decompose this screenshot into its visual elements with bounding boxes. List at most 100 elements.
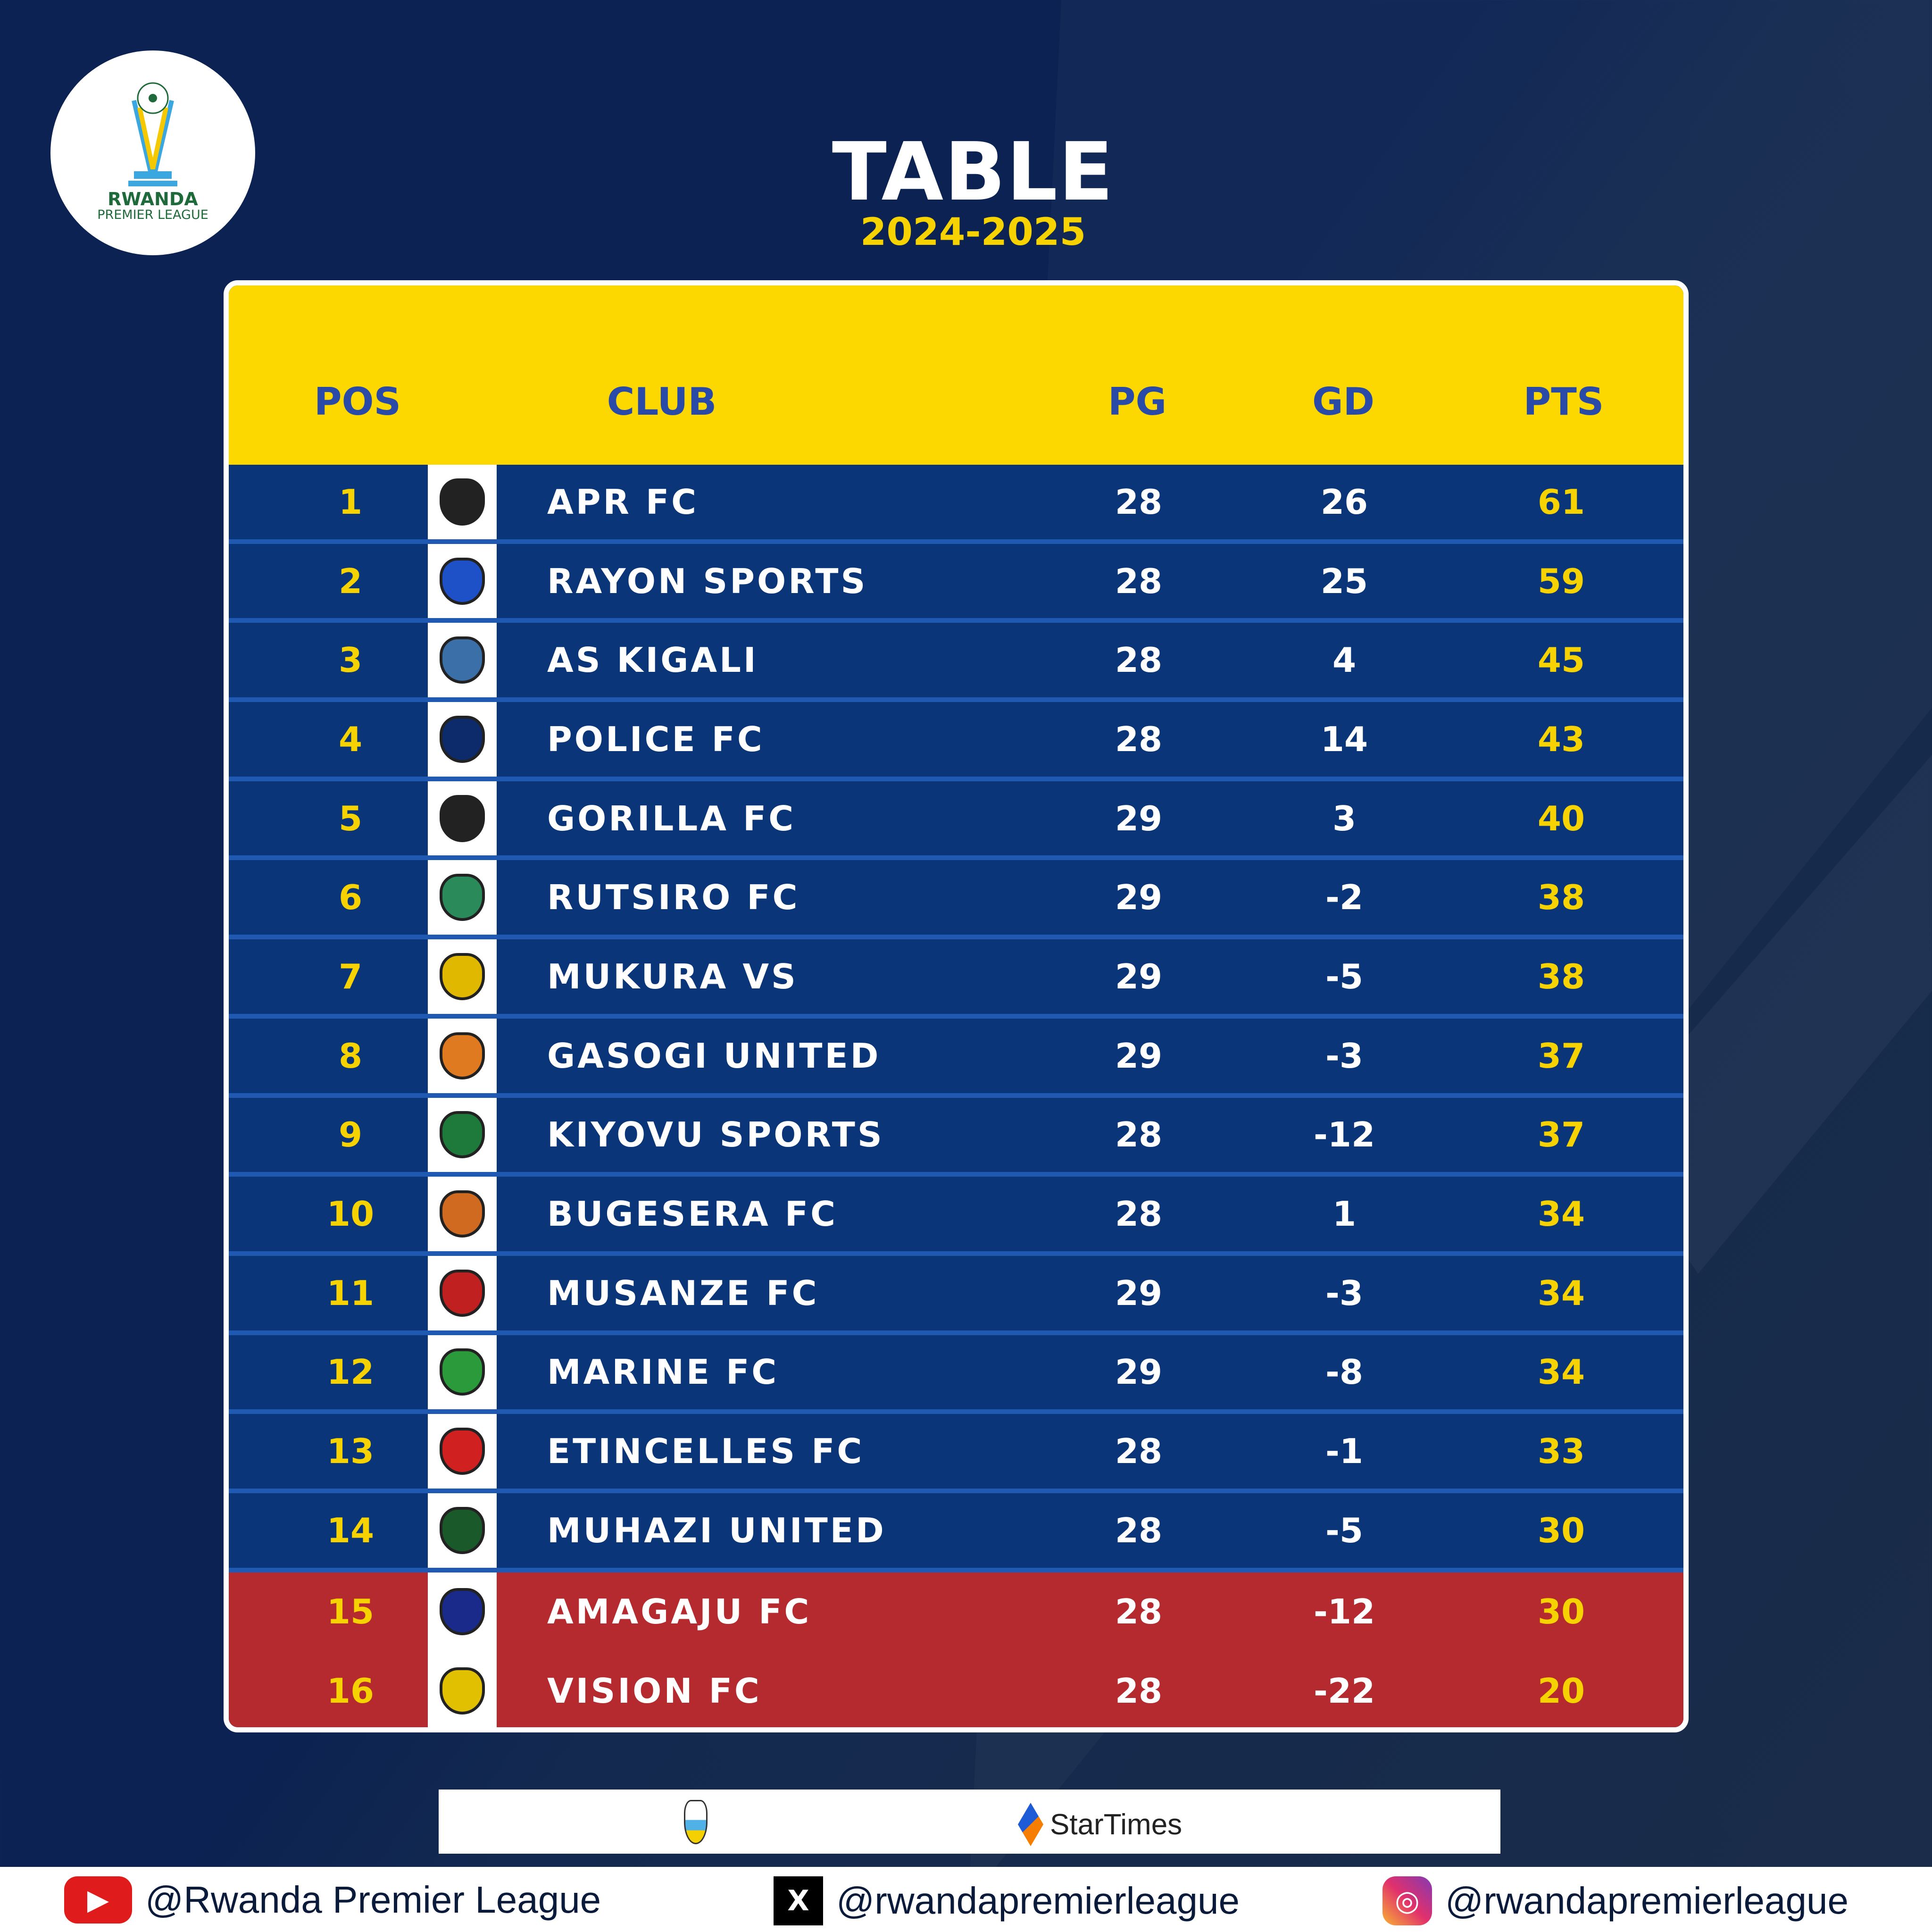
club-name: POLICE FC: [547, 719, 765, 759]
club-crest: [428, 1018, 497, 1093]
position: 5: [338, 798, 363, 838]
club-name: MUKURA VS: [547, 956, 798, 996]
position: 13: [326, 1431, 375, 1472]
points: 45: [1537, 640, 1585, 680]
league-table: POS CLUB PG GD PTS 1 APR FC 28 26 61 2 RA…: [224, 280, 1689, 1732]
youtube-link[interactable]: ▶ @Rwanda Premier League: [64, 1876, 601, 1924]
club-name: AMAGAJU FC: [547, 1592, 812, 1632]
club-crest-icon: [440, 1506, 485, 1554]
club-crest: [428, 860, 497, 935]
club-crest: [428, 1414, 497, 1489]
goal-difference: -5: [1325, 1510, 1363, 1550]
club-crest-icon: [440, 1111, 485, 1159]
goal-difference: -12: [1313, 1115, 1375, 1155]
club-crest-icon: [440, 557, 485, 605]
goal-difference: -3: [1325, 1273, 1363, 1313]
club-name: AS KIGALI: [547, 640, 758, 680]
club-crest: [428, 702, 497, 777]
position: 8: [338, 1036, 363, 1076]
instagram-handle: @rwandapremierleague: [1445, 1880, 1849, 1922]
points: 43: [1537, 719, 1585, 759]
table-row: 14 MUHAZI UNITED 28 -5 30: [229, 1493, 1683, 1572]
club-crest-icon: [440, 874, 485, 921]
played: 29: [1115, 878, 1163, 918]
goal-difference: 26: [1320, 482, 1368, 522]
table-body: 1 APR FC 28 26 61 2 RAYON SPORTS 28 25 59…: [229, 465, 1683, 1727]
table-row: 12 MARINE FC 29 -8 34: [229, 1335, 1683, 1414]
club-crest: [428, 1493, 497, 1568]
table-row: 15 AMAGAJU FC 28 -12 30: [229, 1572, 1683, 1652]
points: 33: [1537, 1431, 1585, 1472]
page-title: TABLE: [832, 125, 1115, 219]
points: 61: [1537, 482, 1585, 522]
played: 28: [1115, 719, 1163, 759]
club-crest: [428, 623, 497, 698]
col-pts: PTS: [1523, 380, 1604, 424]
position: 12: [326, 1352, 375, 1392]
x-handle: @rwandapremierleague: [836, 1880, 1240, 1922]
table-row: 5 GORILLA FC 29 3 40: [229, 781, 1683, 861]
goal-difference: -5: [1325, 956, 1363, 996]
club-crest: [428, 1097, 497, 1172]
position: 3: [338, 640, 363, 680]
club-name: APR FC: [547, 482, 699, 522]
goal-difference: 3: [1332, 798, 1357, 838]
points: 34: [1537, 1273, 1585, 1313]
played: 29: [1115, 1352, 1163, 1392]
instagram-icon: ◎: [1382, 1876, 1432, 1925]
position: 16: [326, 1671, 375, 1711]
points: 30: [1537, 1510, 1585, 1550]
club-crest-icon: [440, 478, 485, 526]
trophy-icon: [128, 82, 177, 187]
col-gd: GD: [1312, 380, 1375, 424]
position: 15: [326, 1592, 375, 1632]
club-name: RUTSIRO FC: [547, 878, 800, 918]
played: 28: [1115, 1115, 1163, 1155]
league-logo: RWANDA PREMIER LEAGUE: [50, 50, 255, 255]
table-row: 1 APR FC 28 26 61: [229, 465, 1683, 544]
played: 28: [1115, 1510, 1163, 1550]
x-link[interactable]: X @rwandapremierleague: [774, 1876, 1240, 1925]
points: 37: [1537, 1115, 1585, 1155]
club-crest-icon: [440, 953, 485, 1000]
club-crest: [428, 465, 497, 539]
club-crest: [428, 544, 497, 619]
points: 59: [1537, 561, 1585, 601]
goal-difference: 25: [1320, 561, 1368, 601]
table-row: 2 RAYON SPORTS 28 25 59: [229, 544, 1683, 623]
club-crest-icon: [440, 1588, 485, 1636]
goal-difference: 14: [1320, 719, 1368, 759]
position: 6: [338, 878, 363, 918]
played: 28: [1115, 640, 1163, 680]
played: 29: [1115, 1036, 1163, 1076]
club-crest-icon: [440, 1348, 485, 1396]
points: 20: [1537, 1671, 1585, 1711]
club-crest-icon: [440, 795, 485, 842]
table-row: 4 POLICE FC 28 14 43: [229, 702, 1683, 781]
logo-text: RWANDA: [108, 189, 198, 210]
position: 1: [338, 482, 363, 522]
col-pg: PG: [1108, 380, 1167, 424]
ferwafa-logo: [684, 1800, 708, 1844]
table-row: 10 BUGESERA FC 28 1 34: [229, 1177, 1683, 1256]
youtube-handle: @Rwanda Premier League: [145, 1879, 601, 1921]
played: 29: [1115, 1273, 1163, 1313]
instagram-link[interactable]: ◎ @rwandapremierleague: [1382, 1876, 1849, 1925]
club-crest-icon: [440, 1190, 485, 1238]
club-crest-icon: [440, 1428, 485, 1475]
club-name: GORILLA FC: [547, 798, 796, 838]
season-label: 2024-2025: [860, 210, 1086, 254]
club-crest-icon: [440, 715, 485, 763]
club-name: KIYOVU SPORTS: [547, 1115, 884, 1155]
club-crest: [428, 939, 497, 1014]
table-row: 3 AS KIGALI 28 4 45: [229, 623, 1683, 703]
played: 28: [1115, 482, 1163, 522]
played: 28: [1115, 1671, 1163, 1711]
club-crest: [428, 1335, 497, 1410]
table-row: 6 RUTSIRO FC 29 -2 38: [229, 860, 1683, 940]
played: 28: [1115, 1194, 1163, 1234]
sponsor-bar: StarTimes: [439, 1790, 1500, 1854]
played: 28: [1115, 1431, 1163, 1472]
points: 37: [1537, 1036, 1585, 1076]
position: 2: [338, 561, 363, 601]
